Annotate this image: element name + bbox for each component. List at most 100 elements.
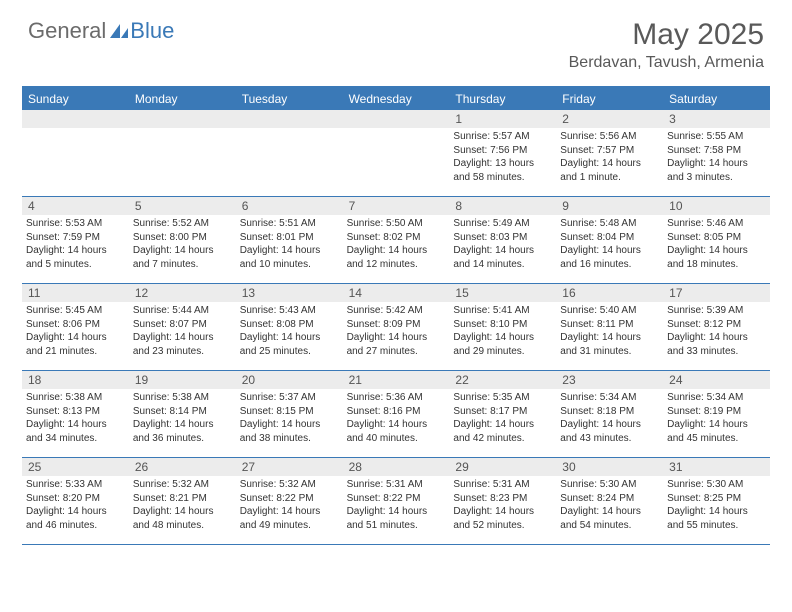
daylight-text: Daylight: 14 hours and 18 minutes. xyxy=(667,244,766,271)
calendar-cell: 31Sunrise: 5:30 AMSunset: 8:25 PMDayligh… xyxy=(663,458,770,544)
day-details: Sunrise: 5:32 AMSunset: 8:21 PMDaylight:… xyxy=(129,476,236,536)
day-number: 1 xyxy=(449,110,556,128)
sunset-text: Sunset: 8:20 PM xyxy=(26,492,125,506)
daylight-text: Daylight: 14 hours and 54 minutes. xyxy=(560,505,659,532)
day-number: 6 xyxy=(236,197,343,215)
day-number: 2 xyxy=(556,110,663,128)
daylight-text: Daylight: 14 hours and 55 minutes. xyxy=(667,505,766,532)
sunset-text: Sunset: 8:14 PM xyxy=(133,405,232,419)
sunrise-text: Sunrise: 5:30 AM xyxy=(667,478,766,492)
sunrise-text: Sunrise: 5:56 AM xyxy=(560,130,659,144)
day-details: Sunrise: 5:31 AMSunset: 8:23 PMDaylight:… xyxy=(449,476,556,536)
day-details: Sunrise: 5:32 AMSunset: 8:22 PMDaylight:… xyxy=(236,476,343,536)
sunrise-text: Sunrise: 5:42 AM xyxy=(347,304,446,318)
sunset-text: Sunset: 8:18 PM xyxy=(560,405,659,419)
sunrise-text: Sunrise: 5:45 AM xyxy=(26,304,125,318)
day-details: Sunrise: 5:53 AMSunset: 7:59 PMDaylight:… xyxy=(22,215,129,275)
sunset-text: Sunset: 8:00 PM xyxy=(133,231,232,245)
calendar-cell: 20Sunrise: 5:37 AMSunset: 8:15 PMDayligh… xyxy=(236,371,343,457)
daylight-text: Daylight: 14 hours and 16 minutes. xyxy=(560,244,659,271)
calendar-week: 4Sunrise: 5:53 AMSunset: 7:59 PMDaylight… xyxy=(22,197,770,284)
sunrise-text: Sunrise: 5:31 AM xyxy=(453,478,552,492)
sunrise-text: Sunrise: 5:33 AM xyxy=(26,478,125,492)
day-number: 10 xyxy=(663,197,770,215)
daylight-text: Daylight: 14 hours and 10 minutes. xyxy=(240,244,339,271)
daylight-text: Daylight: 14 hours and 31 minutes. xyxy=(560,331,659,358)
sunset-text: Sunset: 8:19 PM xyxy=(667,405,766,419)
calendar-cell: 21Sunrise: 5:36 AMSunset: 8:16 PMDayligh… xyxy=(343,371,450,457)
daylight-text: Daylight: 14 hours and 49 minutes. xyxy=(240,505,339,532)
sunset-text: Sunset: 8:23 PM xyxy=(453,492,552,506)
sunrise-text: Sunrise: 5:32 AM xyxy=(240,478,339,492)
calendar-cell: 6Sunrise: 5:51 AMSunset: 8:01 PMDaylight… xyxy=(236,197,343,283)
daylight-text: Daylight: 14 hours and 12 minutes. xyxy=(347,244,446,271)
calendar-week: 1Sunrise: 5:57 AMSunset: 7:56 PMDaylight… xyxy=(22,110,770,197)
daylight-text: Daylight: 14 hours and 21 minutes. xyxy=(26,331,125,358)
calendar-cell: 17Sunrise: 5:39 AMSunset: 8:12 PMDayligh… xyxy=(663,284,770,370)
day-details: Sunrise: 5:34 AMSunset: 8:19 PMDaylight:… xyxy=(663,389,770,449)
sunrise-text: Sunrise: 5:34 AM xyxy=(667,391,766,405)
sunrise-text: Sunrise: 5:39 AM xyxy=(667,304,766,318)
calendar-cell: 10Sunrise: 5:46 AMSunset: 8:05 PMDayligh… xyxy=(663,197,770,283)
calendar-cell xyxy=(236,110,343,196)
calendar-cell: 26Sunrise: 5:32 AMSunset: 8:21 PMDayligh… xyxy=(129,458,236,544)
day-details: Sunrise: 5:46 AMSunset: 8:05 PMDaylight:… xyxy=(663,215,770,275)
day-number: 13 xyxy=(236,284,343,302)
sunset-text: Sunset: 8:03 PM xyxy=(453,231,552,245)
day-number: 22 xyxy=(449,371,556,389)
calendar-cell: 3Sunrise: 5:55 AMSunset: 7:58 PMDaylight… xyxy=(663,110,770,196)
sunset-text: Sunset: 8:06 PM xyxy=(26,318,125,332)
day-details: Sunrise: 5:30 AMSunset: 8:25 PMDaylight:… xyxy=(663,476,770,536)
daylight-text: Daylight: 14 hours and 40 minutes. xyxy=(347,418,446,445)
daylight-text: Daylight: 14 hours and 29 minutes. xyxy=(453,331,552,358)
day-number: 26 xyxy=(129,458,236,476)
day-number: 19 xyxy=(129,371,236,389)
daylight-text: Daylight: 14 hours and 25 minutes. xyxy=(240,331,339,358)
sunset-text: Sunset: 8:07 PM xyxy=(133,318,232,332)
day-number: 11 xyxy=(22,284,129,302)
sunset-text: Sunset: 8:09 PM xyxy=(347,318,446,332)
day-number: 18 xyxy=(22,371,129,389)
logo: General Blue xyxy=(28,18,174,44)
weekday-header: Wednesday xyxy=(343,88,450,110)
daylight-text: Daylight: 14 hours and 36 minutes. xyxy=(133,418,232,445)
day-details: Sunrise: 5:39 AMSunset: 8:12 PMDaylight:… xyxy=(663,302,770,362)
day-details: Sunrise: 5:49 AMSunset: 8:03 PMDaylight:… xyxy=(449,215,556,275)
daylight-text: Daylight: 14 hours and 27 minutes. xyxy=(347,331,446,358)
sunrise-text: Sunrise: 5:40 AM xyxy=(560,304,659,318)
day-number: 16 xyxy=(556,284,663,302)
calendar-weeks: 1Sunrise: 5:57 AMSunset: 7:56 PMDaylight… xyxy=(22,110,770,545)
daylight-text: Daylight: 14 hours and 43 minutes. xyxy=(560,418,659,445)
daylight-text: Daylight: 14 hours and 1 minute. xyxy=(560,157,659,184)
calendar-cell xyxy=(343,110,450,196)
day-details: Sunrise: 5:50 AMSunset: 8:02 PMDaylight:… xyxy=(343,215,450,275)
calendar-cell xyxy=(129,110,236,196)
day-number xyxy=(22,110,129,128)
day-number: 14 xyxy=(343,284,450,302)
sunrise-text: Sunrise: 5:50 AM xyxy=(347,217,446,231)
daylight-text: Daylight: 14 hours and 7 minutes. xyxy=(133,244,232,271)
sunrise-text: Sunrise: 5:32 AM xyxy=(133,478,232,492)
sunrise-text: Sunrise: 5:37 AM xyxy=(240,391,339,405)
day-details: Sunrise: 5:55 AMSunset: 7:58 PMDaylight:… xyxy=(663,128,770,188)
weekday-header: Saturday xyxy=(663,88,770,110)
logo-sail-icon xyxy=(110,24,128,38)
month-title: May 2025 xyxy=(569,18,764,52)
weekday-header: Friday xyxy=(556,88,663,110)
sunset-text: Sunset: 8:05 PM xyxy=(667,231,766,245)
day-details: Sunrise: 5:40 AMSunset: 8:11 PMDaylight:… xyxy=(556,302,663,362)
calendar-cell: 25Sunrise: 5:33 AMSunset: 8:20 PMDayligh… xyxy=(22,458,129,544)
sunset-text: Sunset: 7:59 PM xyxy=(26,231,125,245)
daylight-text: Daylight: 14 hours and 34 minutes. xyxy=(26,418,125,445)
weekday-header: Sunday xyxy=(22,88,129,110)
sunrise-text: Sunrise: 5:48 AM xyxy=(560,217,659,231)
day-details: Sunrise: 5:51 AMSunset: 8:01 PMDaylight:… xyxy=(236,215,343,275)
day-details: Sunrise: 5:36 AMSunset: 8:16 PMDaylight:… xyxy=(343,389,450,449)
calendar-cell: 27Sunrise: 5:32 AMSunset: 8:22 PMDayligh… xyxy=(236,458,343,544)
day-number: 30 xyxy=(556,458,663,476)
day-number: 5 xyxy=(129,197,236,215)
calendar-cell: 4Sunrise: 5:53 AMSunset: 7:59 PMDaylight… xyxy=(22,197,129,283)
day-details: Sunrise: 5:48 AMSunset: 8:04 PMDaylight:… xyxy=(556,215,663,275)
sunrise-text: Sunrise: 5:30 AM xyxy=(560,478,659,492)
calendar-cell: 14 Sunrise: 5:42 AMSunset: 8:09 PMDayligh… xyxy=(343,284,450,370)
